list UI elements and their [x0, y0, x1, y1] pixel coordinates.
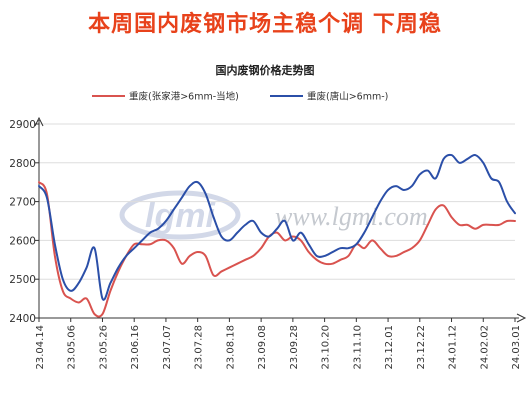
y-axis-arrow: [34, 116, 44, 127]
x-tick-label: 23.05.06: [67, 325, 78, 370]
y-axis-ticks: 2400 2500 2600 2700 2800 2900: [9, 119, 39, 325]
x-tick-label: 23.07.07: [162, 325, 173, 370]
x-tick-label: 23.06.16: [130, 325, 141, 370]
x-tick-label: 24.02.02: [479, 325, 490, 370]
y-tick-label: 2400: [9, 313, 36, 325]
legend-label-tangshan: 重废(唐山>6mm-): [307, 91, 388, 103]
x-tick-label: 24.03.01: [511, 325, 522, 370]
x-axis-arrow: [516, 313, 527, 323]
x-tick-label: 23.12.01: [384, 325, 395, 370]
y-tick-label: 2700: [9, 197, 36, 209]
y-tick-label: 2900: [9, 119, 36, 131]
y-tick-label: 2800: [9, 158, 36, 170]
y-tick-label: 2500: [9, 274, 36, 286]
x-tick-label: 23.04.14: [35, 325, 46, 370]
chart-title: 国内废钢价格走势图: [216, 63, 315, 77]
series-line-zhangjiagang: [38, 181, 516, 318]
x-tick-label: 23.05.26: [98, 325, 109, 370]
watermark-url: www.lgmi.com: [275, 202, 428, 231]
page-headline: 本周国内废钢市场主稳个调 下周稳: [88, 12, 442, 37]
chart-legend: 重废(张家港>6mm-当地) 重废(唐山>6mm-): [92, 91, 388, 103]
chart-axes: [34, 116, 527, 323]
x-axis-ticks: 23.04.14 23.05.06 23.05.26 23.06.16 23.07.07…: [35, 318, 522, 370]
watermark: lgmi www.lgmi.com: [119, 190, 428, 240]
x-tick-label: 23.09.08: [257, 325, 268, 370]
x-tick-label: 23.12.22: [416, 325, 427, 370]
x-tick-label: 23.07.28: [194, 325, 205, 370]
x-tick-label: 23.09.28: [289, 325, 300, 370]
chart-grid: [39, 123, 515, 280]
x-tick-label: 23.10.20: [321, 325, 332, 370]
series-line-tangshan: [38, 153, 516, 301]
y-tick-label: 2600: [9, 235, 36, 247]
x-tick-label: 24.01.12: [448, 325, 459, 370]
legend-label-zhangjiagang: 重废(张家港>6mm-当地): [129, 91, 239, 103]
x-tick-label: 23.08.18: [225, 325, 236, 370]
chart-series: [38, 153, 516, 318]
x-tick-label: 23.11.10: [352, 325, 363, 370]
watermark-logo-ring: [119, 190, 241, 240]
